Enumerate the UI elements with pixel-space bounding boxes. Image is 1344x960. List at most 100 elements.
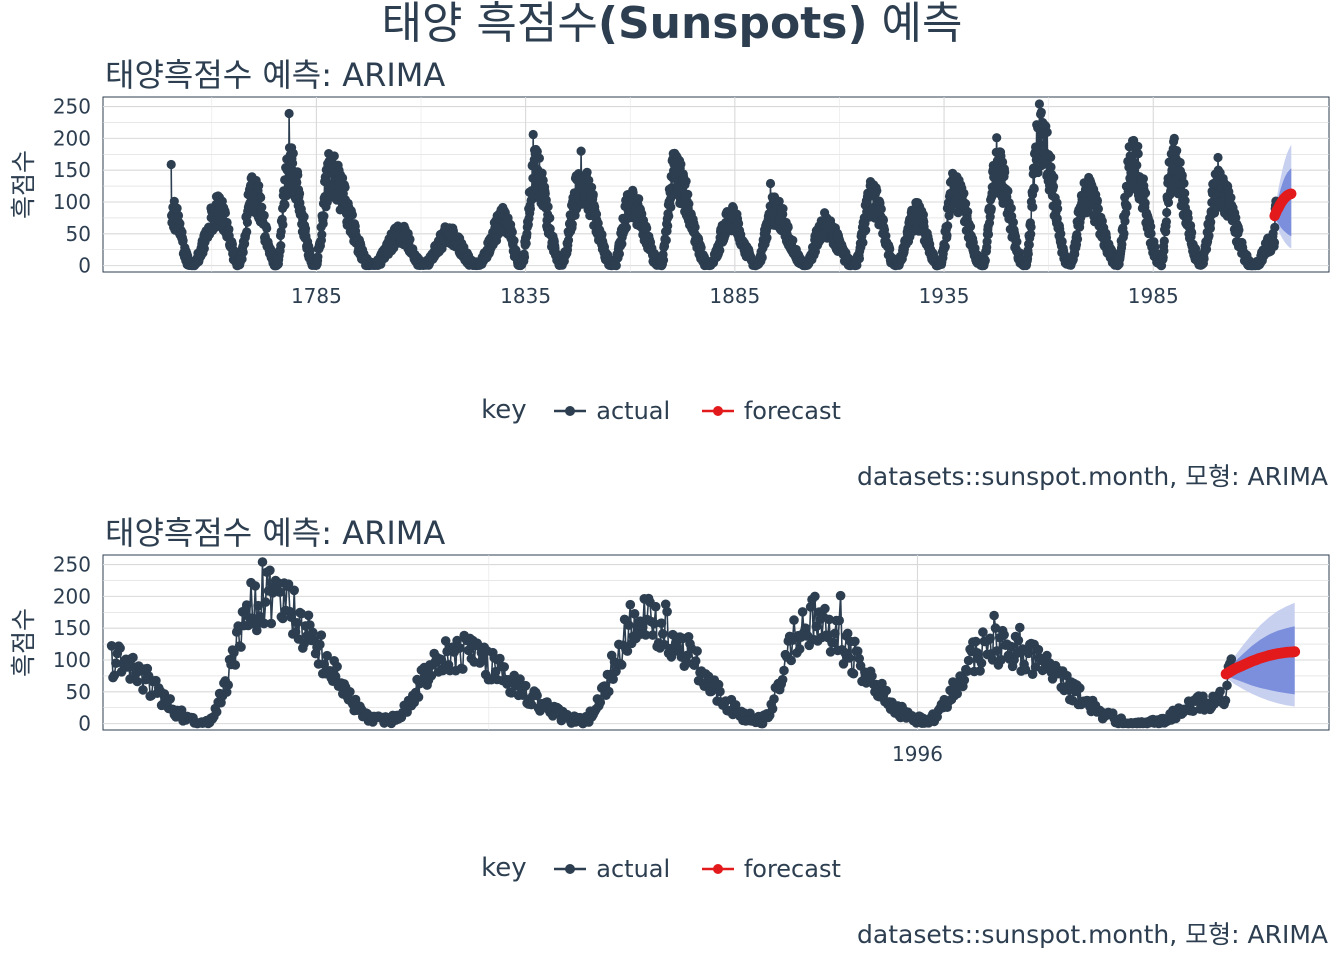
actual-point <box>980 256 990 266</box>
actual-point <box>1026 222 1036 232</box>
plot-layer <box>166 99 1297 271</box>
actual-point <box>1056 229 1066 239</box>
actual-point <box>545 213 555 223</box>
x-tick-label: 1935 <box>919 284 970 308</box>
actual-point <box>867 671 877 681</box>
actual-point <box>625 599 636 610</box>
actual-point <box>696 243 706 253</box>
legend-entry-actual: actual <box>552 854 670 883</box>
chart-title: 태양흑점수 예측: ARIMA <box>105 514 446 552</box>
actual-point <box>830 628 840 639</box>
actual-point <box>1140 198 1150 208</box>
actual-point <box>1161 217 1171 227</box>
actual-point <box>1215 686 1225 697</box>
actual-point <box>242 217 252 227</box>
legend-entry-forecast: forecast <box>700 396 841 425</box>
actual-point <box>624 620 634 630</box>
actual-point <box>345 687 355 697</box>
actual-point <box>640 630 651 640</box>
actual-point <box>260 597 271 607</box>
actual-point <box>440 636 451 646</box>
actual-point <box>662 606 672 617</box>
actual-point <box>876 204 886 214</box>
actual-point <box>478 653 488 663</box>
actual-point <box>789 615 799 625</box>
forecast-point <box>1289 646 1301 658</box>
actual-point <box>1072 234 1083 244</box>
actual-point <box>241 600 252 610</box>
actual-point <box>238 247 248 257</box>
y-tick-label: 100 <box>53 190 91 214</box>
actual-point <box>661 235 671 245</box>
chart-title: 태양흑점수 예측: ARIMA <box>105 56 446 94</box>
legend-swatch-forecast <box>701 405 734 416</box>
actual-point <box>299 212 309 222</box>
actual-point <box>611 261 621 271</box>
actual-point <box>943 221 953 231</box>
actual-point <box>1120 216 1130 226</box>
actual-point <box>800 623 811 633</box>
actual-point <box>332 661 342 672</box>
actual-point <box>262 223 272 233</box>
chart-legend: key actual forecast <box>0 853 1344 883</box>
actual-point <box>582 167 592 177</box>
actual-point <box>1117 239 1127 249</box>
actual-point <box>463 645 474 656</box>
actual-point <box>963 207 973 217</box>
actual-point <box>616 660 627 670</box>
actual-point <box>230 660 241 670</box>
actual-point <box>999 630 1009 640</box>
actual-point <box>1140 188 1151 198</box>
actual-point <box>254 181 264 191</box>
actual-point <box>317 230 327 240</box>
actual-point <box>666 202 676 212</box>
actual-point <box>518 690 528 700</box>
actual-point <box>166 159 176 170</box>
actual-point <box>173 210 184 221</box>
actual-point <box>532 690 542 701</box>
actual-point <box>1036 107 1046 117</box>
actual-point <box>638 622 648 633</box>
actual-point <box>1042 127 1052 137</box>
actual-point <box>1034 99 1044 109</box>
actual-point <box>567 219 577 229</box>
actual-point <box>765 178 776 189</box>
actual-point <box>316 630 327 640</box>
actual-point <box>975 666 985 676</box>
actual-point <box>224 224 234 234</box>
actual-point <box>1159 236 1169 246</box>
actual-point <box>1172 146 1182 156</box>
actual-point <box>257 202 267 212</box>
actual-point <box>289 585 300 596</box>
actual-point <box>229 647 239 658</box>
actual-point <box>648 630 658 640</box>
actual-point <box>176 705 187 715</box>
actual-point <box>172 203 182 213</box>
actual-point <box>777 674 788 685</box>
actual-point <box>175 219 185 229</box>
actual-point <box>656 618 667 628</box>
actual-point <box>676 159 686 169</box>
actual-point <box>1186 220 1196 231</box>
actual-point <box>1008 217 1019 227</box>
actual-point <box>1033 644 1044 655</box>
actual-point <box>854 653 864 664</box>
actual-point <box>878 215 889 225</box>
actual-point <box>548 711 558 721</box>
actual-point <box>1048 181 1059 192</box>
actual-point <box>767 704 778 714</box>
actual-point <box>169 196 179 206</box>
actual-point <box>1180 188 1190 198</box>
actual-point <box>1012 237 1022 247</box>
actual-point <box>762 233 772 243</box>
actual-point <box>959 675 970 685</box>
actual-point <box>288 148 298 158</box>
actual-point <box>275 587 285 597</box>
actual-point <box>223 680 233 690</box>
actual-point <box>242 227 252 237</box>
actual-point <box>1027 669 1038 679</box>
actual-point <box>1226 654 1237 664</box>
actual-point <box>885 244 895 254</box>
actual-point <box>805 602 816 612</box>
actual-point <box>1206 217 1216 227</box>
